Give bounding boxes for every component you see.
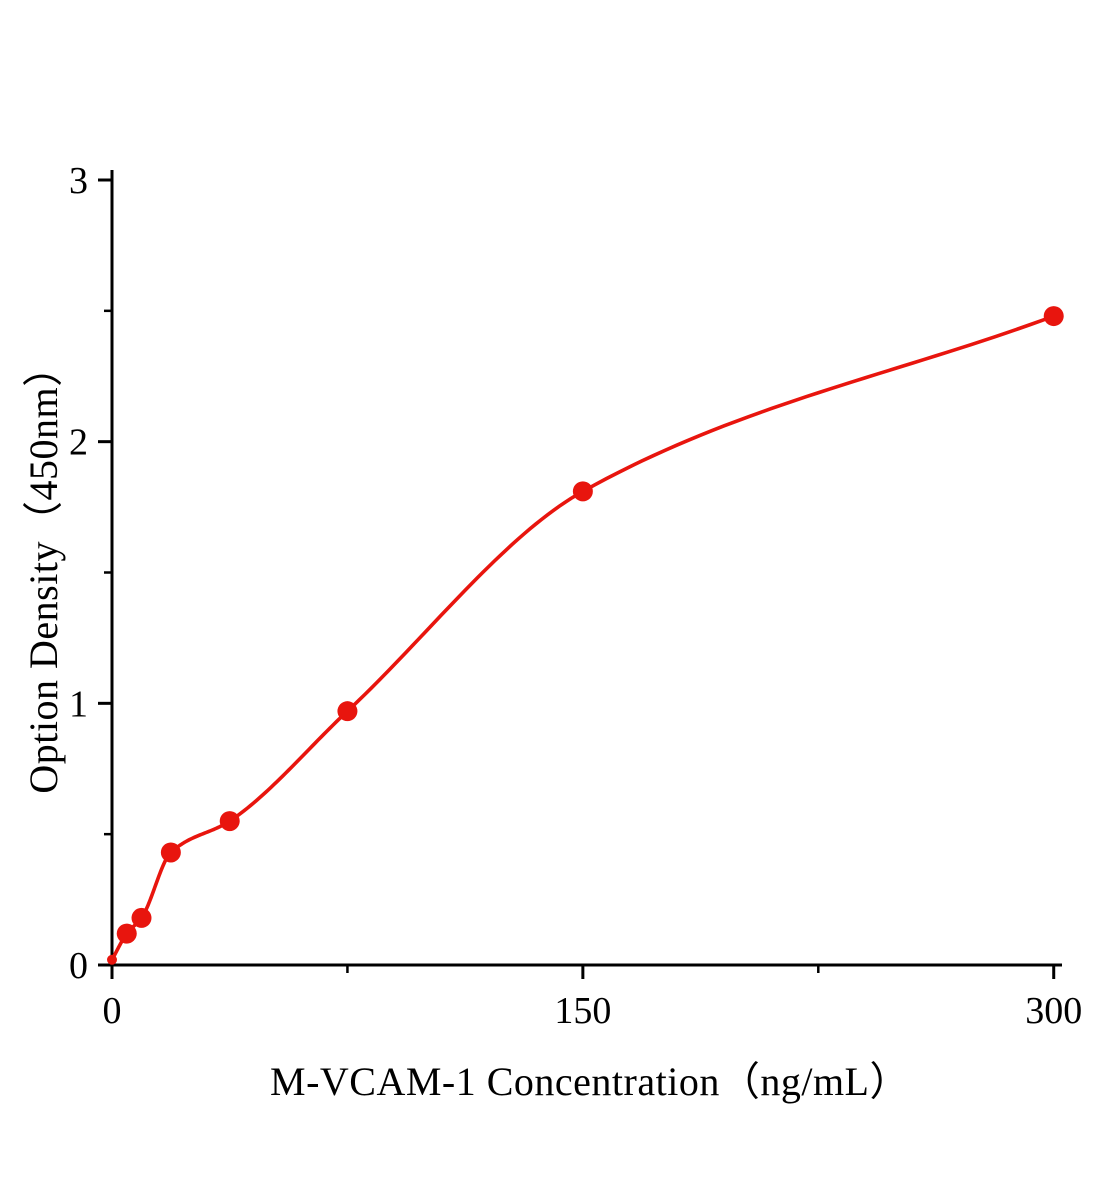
x-axis-label: M-VCAM-1 Concentration（ng/mL） xyxy=(270,1059,910,1104)
x-tick-label: 0 xyxy=(103,990,122,1032)
y-tick-label: 2 xyxy=(69,422,88,464)
fit-curve xyxy=(110,314,1056,962)
data-point xyxy=(219,811,240,832)
x-tick-label: 300 xyxy=(1025,990,1082,1032)
y-axis-label: Option Density（450nm） xyxy=(21,346,66,794)
data-point xyxy=(107,954,117,965)
data-point xyxy=(572,481,593,502)
data-point xyxy=(337,701,358,722)
x-tick-label: 150 xyxy=(554,990,611,1032)
y-tick-label: 3 xyxy=(69,160,88,202)
data-point xyxy=(160,842,181,863)
y-tick-label: 0 xyxy=(69,945,88,987)
data-point xyxy=(1043,306,1064,327)
data-point xyxy=(116,923,137,944)
data-point xyxy=(131,907,152,928)
y-tick-label: 1 xyxy=(69,683,88,725)
